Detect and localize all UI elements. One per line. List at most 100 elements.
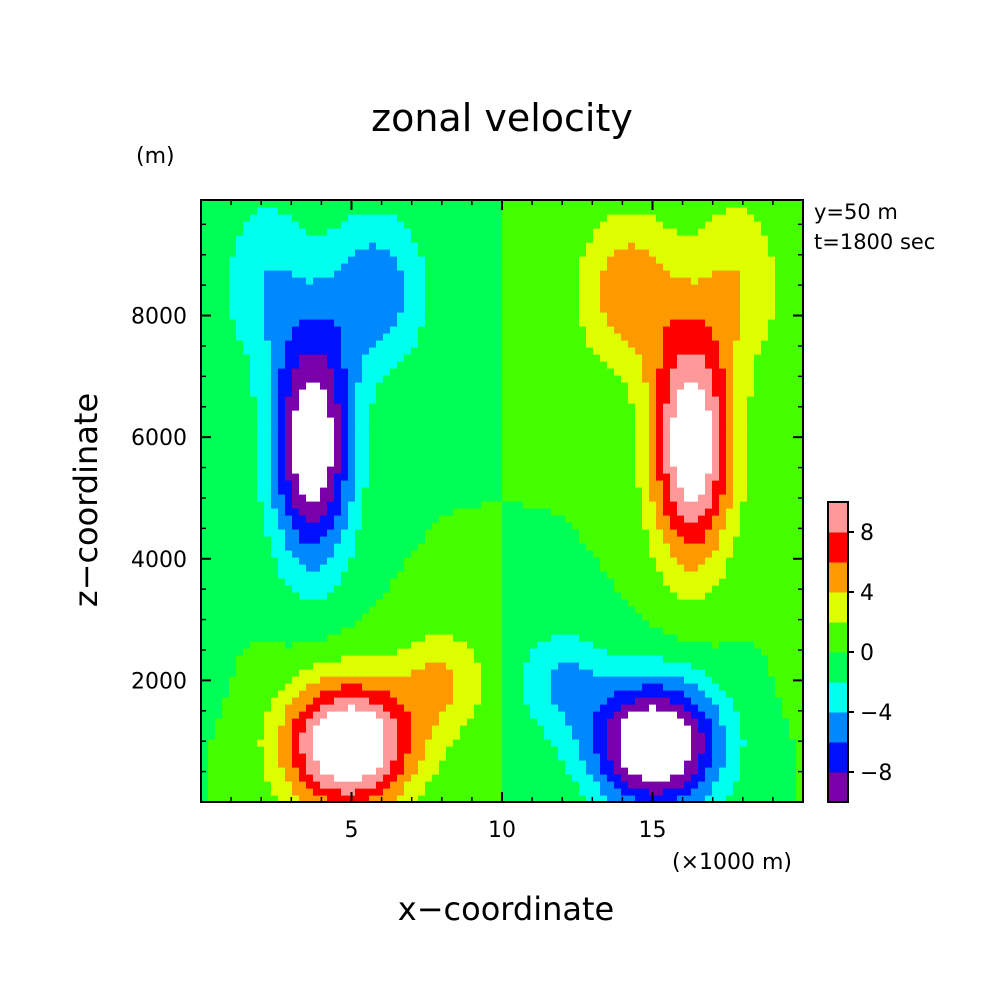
field-cell [642,431,650,439]
field-cell [369,396,377,404]
field-cell [467,753,475,761]
field-cell [257,417,265,425]
field-cell [418,746,426,754]
field-cell [327,774,335,782]
field-cell [495,690,503,698]
field-cell [754,396,762,404]
field-cell [313,480,321,488]
field-cell [257,585,265,593]
field-cell [222,753,230,761]
field-cell [656,578,664,586]
field-cell [278,508,286,516]
field-cell [677,746,685,754]
field-cell [614,718,622,726]
field-cell [726,725,734,733]
field-cell [271,704,279,712]
field-cell [719,466,727,474]
field-cell [201,557,209,565]
field-cell [649,718,657,726]
field-cell [768,529,776,537]
field-cell [789,760,797,768]
field-cell [362,522,370,530]
field-cell [243,669,251,677]
field-cell [516,606,524,614]
field-cell [565,620,573,628]
field-cell [649,403,657,411]
field-cell [670,795,678,802]
field-cell [348,396,356,404]
field-cell [796,648,803,656]
field-cell [397,480,405,488]
field-cell [453,424,461,432]
field-cell [432,508,440,516]
field-cell [474,522,482,530]
field-cell [257,403,265,411]
field-cell [425,781,433,789]
field-cell [285,522,293,530]
field-cell [495,795,503,802]
field-cell [586,627,594,635]
field-cell [775,396,783,404]
field-cell [761,676,769,684]
field-cell [649,746,657,754]
field-cell [313,718,321,726]
field-cell [369,417,377,425]
field-cell [425,522,433,530]
field-cell [467,557,475,565]
field-cell [789,676,797,684]
field-cell [334,508,342,516]
field-cell [432,473,440,481]
field-cell [572,788,580,796]
field-cell [432,655,440,663]
field-cell [432,690,440,698]
field-cell [404,487,412,495]
field-cell [495,655,503,663]
field-cell [243,746,251,754]
field-cell [509,711,517,719]
field-cell [453,795,461,802]
field-cell [684,508,692,516]
field-cell [285,445,293,453]
field-cell [313,550,321,558]
field-cell [397,396,405,404]
field-cell [733,795,741,802]
field-cell [684,627,692,635]
field-cell [754,662,762,670]
field-cell [285,725,293,733]
field-cell [306,641,314,649]
field-cell [299,536,307,544]
field-cell [432,459,440,467]
field-cell [264,739,272,747]
field-cell [614,396,622,404]
field-cell [383,585,391,593]
field-cell [544,704,552,712]
field-cell [334,732,342,740]
field-cell [537,774,545,782]
field-cell [362,774,370,782]
field-cell [411,718,419,726]
field-cell [656,417,664,425]
field-cell [264,606,272,614]
field-cell [320,403,328,411]
field-cell [446,557,454,565]
field-cell [355,690,363,698]
field-cell [285,662,293,670]
field-cell [446,634,454,642]
field-cell [600,396,608,404]
field-cell [768,788,776,796]
field-cell [656,599,664,607]
field-cell [642,627,650,635]
field-cell [369,704,377,712]
field-cell [593,592,601,600]
field-cell [467,697,475,705]
field-cell [761,508,769,516]
field-cell [334,571,342,579]
field-cell [544,445,552,453]
field-cell [768,655,776,663]
field-cell [376,683,384,691]
field-cell [229,774,237,782]
field-cell [670,676,678,684]
field-cell [579,424,587,432]
field-cell [719,746,727,754]
field-cell [432,396,440,404]
